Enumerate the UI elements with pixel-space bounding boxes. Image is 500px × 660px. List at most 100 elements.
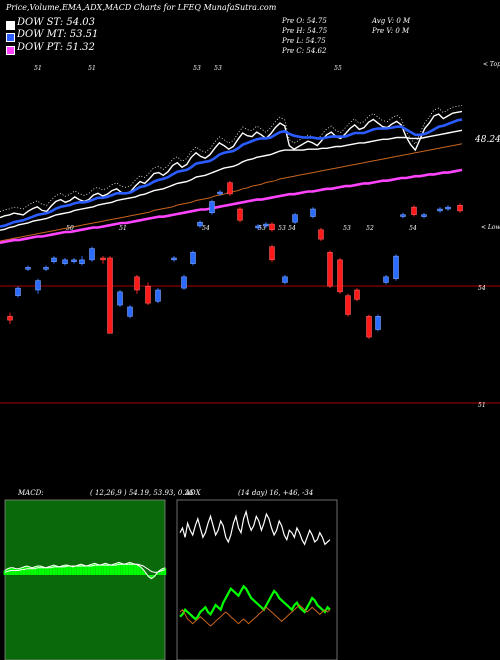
macd-histogram-bar — [101, 564, 104, 575]
candle-body — [127, 306, 133, 317]
macd-histogram-bar — [33, 566, 37, 575]
candle-body — [43, 267, 49, 270]
macd-histogram-bar — [22, 566, 26, 575]
macd-histogram-bar — [57, 566, 61, 575]
candle-body — [181, 276, 187, 289]
macd-histogram-bar — [63, 565, 66, 575]
macd-histogram-bar — [14, 568, 18, 575]
macd-histogram-bar — [93, 563, 96, 575]
last-price-label: 48.24 — [474, 135, 500, 145]
candle-body — [89, 248, 95, 261]
macd-histogram-bar — [52, 565, 56, 575]
candle-body — [393, 255, 399, 279]
macd-histogram-bar — [46, 566, 50, 575]
candle-body — [437, 208, 443, 212]
macd-histogram-bar — [122, 564, 126, 575]
dow-pt-label: DOW PT: 51.32 — [17, 42, 95, 53]
top-tick-label: 55 — [334, 65, 342, 72]
candle-body — [400, 214, 406, 217]
macd-histogram-bar — [163, 567, 167, 575]
macd-histogram-bar — [128, 562, 131, 575]
tops-label: < Tops — [483, 61, 500, 68]
pre-volume: Pre V: 0 M — [372, 27, 410, 35]
adx-series-line — [179, 509, 331, 546]
candle-body — [209, 201, 215, 214]
macd-histogram-bar — [106, 564, 110, 575]
macd-histogram-bar — [44, 567, 47, 575]
macd-histogram-bar — [95, 564, 99, 575]
low-tick-label: 52 — [366, 225, 374, 232]
dow-st-label: DOW ST: 54.03 — [17, 17, 96, 28]
dow-pt-swatch — [6, 46, 15, 55]
macd-histogram-bar — [41, 566, 45, 575]
candle-body — [35, 280, 41, 291]
low-tick-label: 54 — [409, 225, 417, 232]
lows-label: < Lows — [481, 224, 500, 231]
macd-histogram-bar — [79, 564, 83, 575]
top-tick-label: 51 — [34, 65, 42, 72]
macd-panel-bg — [4, 499, 166, 660]
dow-st-swatch — [6, 21, 15, 30]
macd-histogram-bar — [55, 566, 58, 575]
pre-high: Pre H: 54.75 — [282, 27, 328, 35]
candle-body — [190, 252, 196, 264]
adx-series-line — [179, 584, 331, 621]
pre-open: Pre O: 54.75 — [282, 17, 327, 25]
pre-low: Pre L: 54.75 — [282, 37, 326, 45]
macd-histogram-bar — [87, 565, 91, 575]
macd-params: ( 12,26,9 ) 54.19, 53.93, 0.26 — [90, 489, 194, 497]
price-tick-label: 54 — [478, 285, 486, 292]
macd-histogram-bar — [9, 567, 12, 575]
candle-body — [327, 252, 333, 287]
adx-title: ADX — [184, 489, 202, 497]
macd-histogram-bar — [49, 566, 53, 575]
macd-histogram-bar — [136, 565, 140, 575]
macd-histogram-bar — [28, 566, 31, 575]
candle-body — [107, 257, 113, 334]
ema-series-line — [0, 110, 463, 219]
macd-histogram-bar — [74, 566, 77, 575]
candle-body — [383, 276, 389, 283]
low-tick-label: 54 — [288, 225, 296, 232]
macd-histogram-bar — [160, 568, 164, 575]
candle-body — [145, 285, 151, 304]
ema-series-line — [0, 168, 463, 245]
candle-body — [217, 191, 223, 195]
candle-body — [421, 214, 427, 217]
ema-series-line — [0, 118, 463, 228]
macd-histogram-bar — [3, 570, 7, 575]
macd-histogram-bar — [131, 563, 134, 575]
candle-body — [366, 316, 372, 338]
macd-histogram-bar — [36, 566, 39, 575]
macd-histogram-bar — [158, 570, 161, 575]
top-tick-label: 51 — [88, 65, 96, 72]
macd-histogram-bar — [17, 568, 20, 575]
candle-body — [445, 206, 451, 210]
ema-dotted-line — [0, 105, 463, 212]
macd-histogram-bar — [82, 565, 85, 575]
dow-mt-label: DOW MT: 53.51 — [17, 29, 99, 40]
low-tick-label: 54 — [202, 225, 210, 232]
macd-histogram-bar — [133, 564, 137, 575]
macd-histogram-bar — [150, 575, 153, 579]
macd-histogram-bar — [141, 569, 145, 575]
candle-body — [345, 295, 351, 315]
candle-body — [79, 259, 85, 264]
candle-body — [197, 221, 203, 227]
candle-body — [134, 276, 140, 291]
macd-histogram-bar — [98, 565, 102, 575]
adx-panel-bg — [176, 499, 338, 660]
candle-body — [375, 316, 381, 330]
macd-histogram-bar — [30, 567, 34, 575]
top-tick-label: 53 — [214, 65, 222, 72]
macd-histogram-bar — [25, 566, 28, 575]
candle-body — [62, 259, 68, 264]
candle-body — [25, 267, 31, 270]
macd-histogram-bar — [90, 564, 93, 575]
candle-body — [337, 259, 343, 293]
top-tick-label: 53 — [193, 65, 201, 72]
dow-mt-swatch — [6, 33, 15, 42]
macd-histogram-bar — [65, 565, 69, 575]
